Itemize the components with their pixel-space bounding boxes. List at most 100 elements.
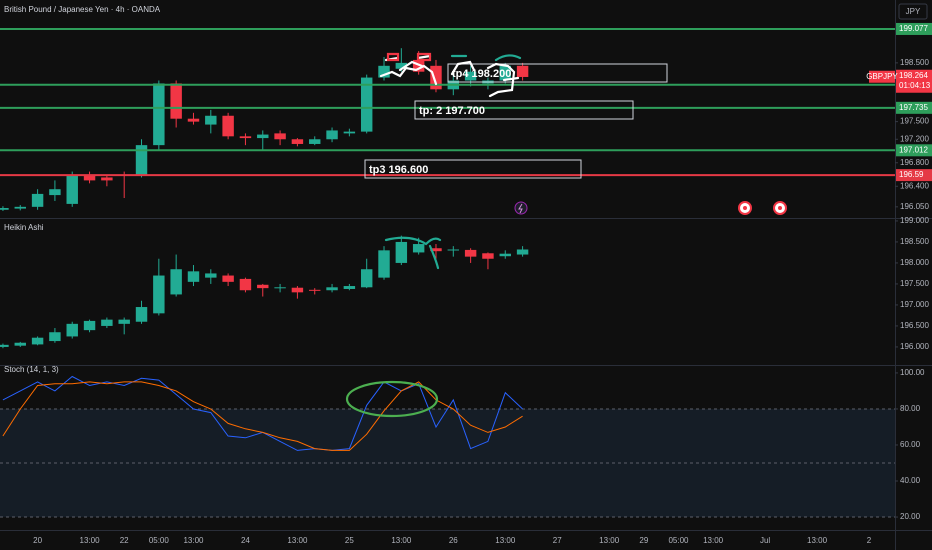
y-tick-label: 196.000 [900,342,929,351]
y-tick-label: 198.000 [900,258,929,267]
x-tick-label: 13:00 [183,536,204,545]
candle-body [222,275,234,282]
last-price-bg [896,69,932,93]
candle-body [464,71,477,81]
candle-body [360,269,373,288]
event-icon[interactable] [514,201,528,215]
x-tick-label: 22 [120,536,129,545]
candle-body [378,65,390,78]
y-tick-label: 60.00 [900,440,921,449]
candle-body [101,177,113,181]
candle-body [499,253,511,257]
candle-body [31,193,44,207]
y-tick-label: 197.200 [900,134,929,143]
candle-body [447,249,460,251]
currency-button[interactable] [898,3,928,20]
y-tick-label: 198.500 [900,58,929,67]
candle-body [118,319,130,324]
x-tick-label: 13:00 [807,536,828,545]
level-label-bg [896,22,932,35]
candle-body [412,244,425,253]
candle-body [430,65,442,90]
level-label: 199.077 [899,24,928,33]
x-tick-label: Jul [760,536,770,545]
x-tick-label: 13:00 [703,536,724,545]
candle-body [239,278,252,291]
candle-body [187,271,200,282]
lightning [518,203,523,214]
candle-body [291,287,304,293]
y-tick-label: 197.500 [900,279,929,288]
annotation-box [364,159,582,179]
level-label: 196.59 [899,170,924,179]
level-label-bg [896,169,932,182]
candle-body [378,250,390,278]
level-label-bg [896,144,932,157]
chart-icons [514,201,787,215]
candle-body [257,284,269,289]
y-tick-label: 197.000 [900,300,929,309]
y-tick-label: 196.050 [900,202,929,211]
candle-body [153,275,165,314]
annotation-text: tp3 196.600 [369,164,428,176]
symbol-label: GBPJPY [866,72,898,81]
candle-body [31,337,44,345]
y-tick-label: 20.00 [900,512,921,521]
x-tick-label: 05:00 [149,536,170,545]
x-tick-label: 24 [241,536,250,545]
candle-body [49,332,61,342]
annotation-box [447,63,668,83]
candle-body [343,131,356,134]
y-tick-label: 100.00 [900,368,925,377]
pane-title: Heikin Ashi [4,223,44,232]
x-tick-label: 13:00 [391,536,412,545]
x-tick-label: 2 [867,536,872,545]
y-tick-label: 196.800 [900,158,929,167]
y-tick-label: 196.500 [900,321,929,330]
y-tick-label: 40.00 [900,476,921,485]
annotation-box [414,100,634,120]
candle-body [309,289,321,291]
candle-body [205,115,217,125]
candle-body [66,174,78,204]
countdown: 01:04:13 [899,81,931,90]
candle-body [170,83,182,119]
event-dot [778,206,782,210]
candle-body [0,208,9,210]
y-tick-label: 197.500 [900,117,929,126]
candle-body [326,130,338,140]
candle-body [360,77,373,132]
candle-body [343,286,356,289]
last-price: 198.264 [899,71,928,80]
y-tick-label: 198.500 [900,237,929,246]
x-tick-label: 27 [553,536,562,545]
x-tick-label: 13:00 [599,536,620,545]
y-tick-label: 80.00 [900,404,921,413]
y-tick-label: 199.000 [900,216,929,225]
price-axis: 198.500 197.500 197.200 196.800 196.400 196.0… [33,22,932,545]
candle-body [516,65,529,77]
candle-body [187,118,200,122]
candle-body [14,342,26,346]
grid [0,408,895,518]
currency[interactable]: JPY [906,7,921,16]
marks: tp4 198.200 tp: 2 197.700 tp3 196.600 [0,27,895,451]
x-tick-label: 29 [639,536,648,545]
x-tick-label: 26 [449,536,458,545]
candle-body [83,174,96,181]
annotation-text: tp: 2 197.700 [419,105,485,117]
candle-body [239,136,252,139]
candle-body [0,344,9,347]
candle-body [499,65,511,81]
candle-body [101,319,113,326]
candle-body [14,206,26,209]
candle-body [170,269,182,295]
x-tick-label: 25 [345,536,354,545]
annotation-text: tp4 198.200 [452,68,511,80]
candle-body [153,83,165,146]
x-tick-label: 05:00 [668,536,689,545]
candle-body [257,134,269,139]
candle-body [291,139,304,144]
